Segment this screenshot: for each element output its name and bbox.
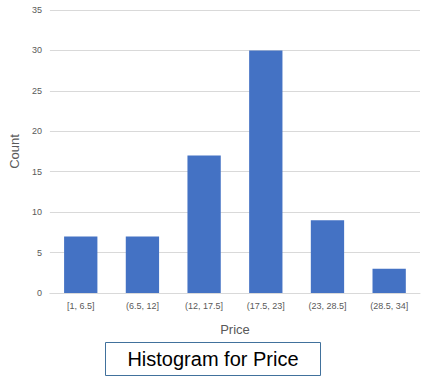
- svg-text:Count: Count: [7, 134, 22, 169]
- svg-text:(23, 28.5]: (23, 28.5]: [308, 301, 346, 311]
- svg-text:10: 10: [32, 207, 42, 217]
- svg-text:(17.5, 23]: (17.5, 23]: [247, 301, 285, 311]
- svg-text:Histogram for Price: Histogram for Price: [127, 348, 298, 370]
- svg-text:25: 25: [32, 86, 42, 96]
- svg-text:20: 20: [32, 126, 42, 136]
- svg-text:30: 30: [32, 45, 42, 55]
- svg-text:(12, 17.5]: (12, 17.5]: [185, 301, 223, 311]
- svg-text:5: 5: [37, 248, 42, 258]
- svg-text:(6.5, 12]: (6.5, 12]: [126, 301, 159, 311]
- svg-text:(28.5, 34]: (28.5, 34]: [370, 301, 408, 311]
- svg-text:0: 0: [37, 288, 42, 298]
- svg-text:Price: Price: [220, 322, 250, 337]
- svg-text:15: 15: [32, 167, 42, 177]
- svg-text:[1, 6.5]: [1, 6.5]: [67, 301, 95, 311]
- svg-text:35: 35: [32, 5, 42, 15]
